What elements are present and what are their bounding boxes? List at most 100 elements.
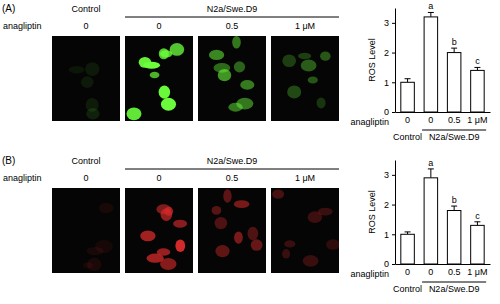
- cell: [228, 103, 242, 112]
- y-axis-title: ROS Level: [367, 190, 377, 234]
- plot-marks: [401, 169, 484, 264]
- panel-label: (A): [2, 3, 15, 14]
- cell: [170, 43, 185, 56]
- cell: [175, 240, 185, 252]
- y-tick-mark: [392, 23, 395, 24]
- micrograph: [52, 188, 120, 273]
- y-tick-label: 1: [384, 78, 389, 88]
- dose-label: 0: [156, 21, 161, 31]
- cell: [161, 98, 176, 111]
- y-tick: 2: [384, 48, 395, 58]
- cell: [234, 61, 245, 72]
- annotation: b: [452, 195, 457, 205]
- y-tick: 3: [384, 18, 395, 28]
- cell: [234, 232, 243, 244]
- dose-label: 0: [156, 173, 161, 183]
- group-label: N2a/Swe.D9: [207, 4, 258, 14]
- micrograph: [125, 188, 193, 273]
- bar-chart: abc0123ROS Level000.51 μManagliptinContr…: [350, 158, 490, 294]
- x-tick: 0: [405, 264, 410, 277]
- cell: [240, 80, 254, 90]
- bar-chart: abc0123ROS Level000.51 μManagliptinContr…: [350, 1, 490, 142]
- bar: [401, 82, 415, 112]
- micrograph-background: [271, 36, 339, 121]
- group-line: [422, 282, 486, 283]
- dose-label: 0: [83, 21, 88, 31]
- y-tick-mark: [392, 205, 395, 206]
- error-cap: [405, 78, 411, 79]
- cell: [282, 249, 290, 259]
- micrograph-background: [52, 36, 120, 121]
- y-tick-label: 2: [384, 48, 389, 58]
- row-label: anagliptin: [3, 173, 42, 183]
- y-axis: 0 1 2 3: [384, 9, 396, 118]
- x-tick-label: 1 μM: [467, 115, 487, 125]
- y-tick: 3: [384, 170, 395, 180]
- micrograph-background: [125, 188, 193, 273]
- group-label: Control: [71, 156, 100, 166]
- x-axis: 0 0 0.5 1 μM: [396, 112, 491, 125]
- x-tick-label: 1 μM: [467, 267, 487, 277]
- micrograph-background: [198, 36, 266, 121]
- cell: [159, 86, 170, 99]
- cell: [320, 52, 331, 61]
- dose-label: 0.5: [226, 21, 239, 31]
- x-tick: 1 μM: [467, 112, 487, 125]
- group-label: Control: [393, 132, 422, 142]
- micrograph: [52, 36, 120, 121]
- annotation: c: [475, 211, 480, 221]
- y-tick-label: 3: [384, 170, 389, 180]
- y-tick-label: 0: [384, 259, 389, 269]
- group-label: Control: [393, 284, 422, 294]
- cell: [318, 208, 333, 216]
- micrograph-background: [125, 36, 193, 121]
- dose-label: 0: [83, 173, 88, 183]
- y-axis-title: ROS Level: [367, 38, 377, 82]
- error-cap: [428, 168, 434, 169]
- x-tick-label: 0.5: [448, 115, 461, 125]
- cell: [209, 50, 224, 60]
- error-cap: [474, 221, 480, 222]
- x-axis-line: [396, 112, 491, 113]
- y-tick: 2: [384, 200, 395, 210]
- dose-label: 1 μM: [295, 21, 315, 31]
- micrograph-background: [271, 188, 339, 273]
- y-tick: 1: [384, 230, 395, 240]
- cell: [173, 220, 187, 228]
- cell: [251, 239, 263, 251]
- cell: [247, 227, 258, 240]
- panel: (B)ControlN2a/Swe.D9anagliptin000.51 μM: [2, 155, 340, 273]
- group-label: N2a/Swe.D9: [207, 156, 258, 166]
- cell: [284, 240, 295, 247]
- annotation: c: [475, 56, 480, 66]
- y-tick-mark: [392, 175, 395, 176]
- y-tick-mark: [392, 264, 395, 265]
- x-tick: 0: [428, 112, 433, 125]
- y-tick-label: 3: [384, 18, 389, 28]
- micrograph: [198, 188, 266, 273]
- annotation: a: [428, 158, 433, 168]
- cell: [308, 76, 318, 83]
- cell: [126, 108, 141, 121]
- annotation: a: [428, 1, 433, 11]
- bar: [471, 70, 485, 112]
- annotation: b: [452, 37, 457, 47]
- cell: [95, 240, 113, 253]
- cell: [282, 54, 296, 67]
- cell: [159, 48, 169, 59]
- y-tick-mark: [392, 112, 395, 113]
- cell: [215, 245, 229, 257]
- cell: [303, 255, 319, 267]
- y-tick-label: 0: [384, 107, 389, 117]
- micrograph-background: [198, 188, 266, 273]
- y-tick-mark: [392, 234, 395, 235]
- micrograph: [271, 188, 339, 273]
- dose-label: 0.5: [226, 173, 239, 183]
- y-tick: 0: [384, 107, 395, 117]
- cell: [326, 239, 339, 250]
- cell: [232, 36, 241, 49]
- cell: [214, 217, 227, 229]
- error-cap: [405, 231, 411, 232]
- cell: [150, 72, 160, 79]
- x-tick-label: 0: [405, 115, 410, 125]
